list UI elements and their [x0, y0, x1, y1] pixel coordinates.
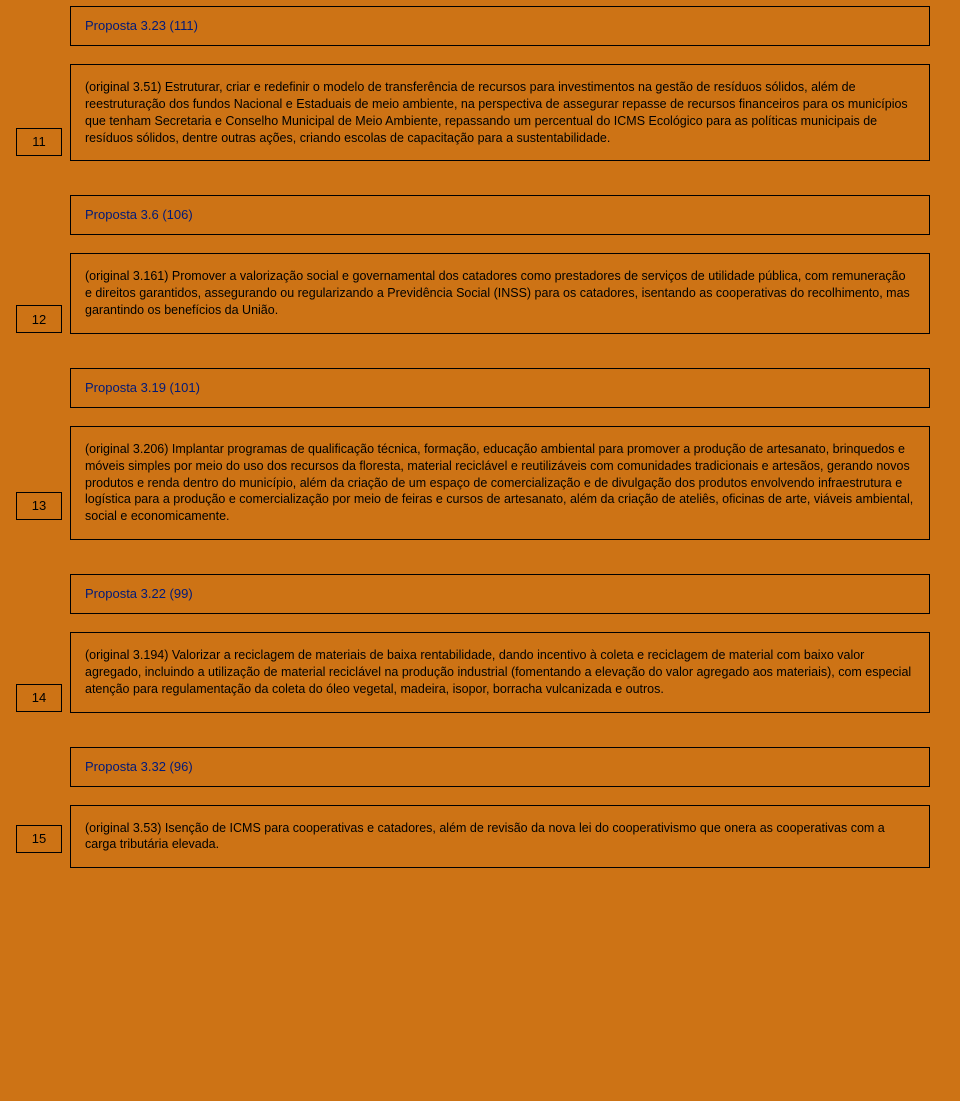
item-number: 13: [32, 497, 46, 515]
proposal-body: (original 3.53) Isenção de ICMS para coo…: [85, 820, 915, 854]
item-number: 15: [32, 830, 46, 848]
item-number-box: 13: [16, 492, 62, 520]
item-number: 11: [32, 133, 46, 151]
item-number-box: 15: [16, 825, 62, 853]
proposal-title-box: Proposta 3.19 (101): [70, 368, 930, 408]
proposal-item: 14 Proposta 3.22 (99) (original 3.194) V…: [30, 574, 930, 713]
proposal-item: 15 Proposta 3.32 (96) (original 3.53) Is…: [30, 747, 930, 869]
proposal-body: (original 3.206) Implantar programas de …: [85, 441, 915, 525]
proposal-body: (original 3.161) Promover a valorização …: [85, 268, 915, 319]
proposal-body-box: (original 3.206) Implantar programas de …: [70, 426, 930, 540]
proposal-body-box: (original 3.161) Promover a valorização …: [70, 253, 930, 334]
proposal-title: Proposta 3.22 (99): [85, 586, 193, 601]
proposal-title-box: Proposta 3.23 (111): [70, 6, 930, 46]
proposal-title: Proposta 3.19 (101): [85, 380, 200, 395]
proposal-body-box: (original 3.51) Estruturar, criar e rede…: [70, 64, 930, 162]
proposal-item: 13 Proposta 3.19 (101) (original 3.206) …: [30, 368, 930, 540]
item-number: 14: [32, 689, 46, 707]
item-number-box: 11: [16, 128, 62, 156]
proposal-item: 12 Proposta 3.6 (106) (original 3.161) P…: [30, 195, 930, 334]
document-page: 11 Proposta 3.23 (111) (original 3.51) E…: [0, 0, 960, 1101]
proposal-title: Proposta 3.32 (96): [85, 759, 193, 774]
proposal-body-box: (original 3.194) Valorizar a reciclagem …: [70, 632, 930, 713]
proposal-title: Proposta 3.23 (111): [85, 18, 198, 33]
proposal-title-box: Proposta 3.32 (96): [70, 747, 930, 787]
item-number: 12: [32, 311, 46, 329]
proposal-title: Proposta 3.6 (106): [85, 207, 193, 222]
proposal-title-box: Proposta 3.22 (99): [70, 574, 930, 614]
proposal-body: (original 3.194) Valorizar a reciclagem …: [85, 647, 915, 698]
item-number-box: 12: [16, 305, 62, 333]
proposal-item: 11 Proposta 3.23 (111) (original 3.51) E…: [30, 6, 930, 161]
proposal-body: (original 3.51) Estruturar, criar e rede…: [85, 79, 915, 147]
proposal-body-box: (original 3.53) Isenção de ICMS para coo…: [70, 805, 930, 869]
item-number-box: 14: [16, 684, 62, 712]
proposal-title-box: Proposta 3.6 (106): [70, 195, 930, 235]
